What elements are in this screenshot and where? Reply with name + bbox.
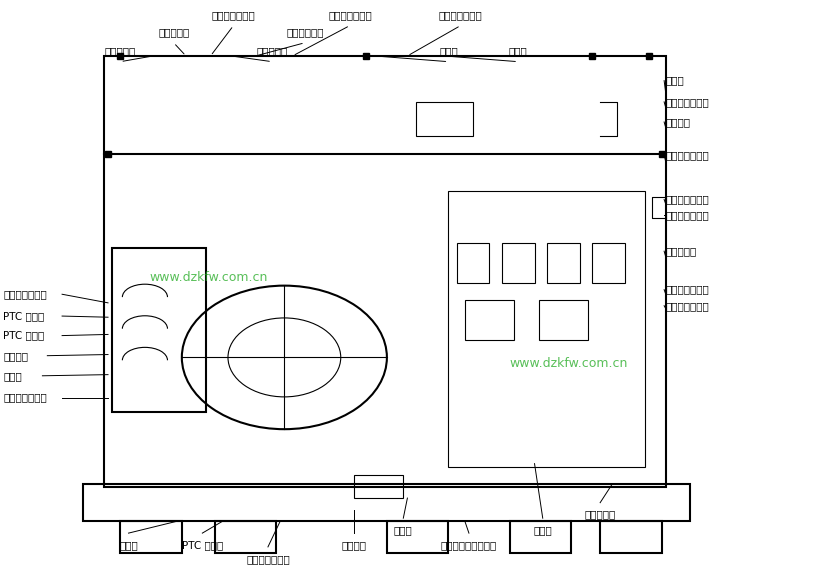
Text: 门控开关串联引接线: 门控开关串联引接线 xyxy=(441,540,497,550)
Text: 电线护套圈: 电线护套圈 xyxy=(666,246,697,256)
Bar xyxy=(104,56,666,486)
Text: PTC 前支架: PTC 前支架 xyxy=(3,311,44,321)
Text: 接风盒: 接风盒 xyxy=(119,540,138,550)
Text: 烘干引接线组件: 烘干引接线组件 xyxy=(439,10,482,20)
Text: PTC 加热器: PTC 加热器 xyxy=(3,331,44,340)
Bar xyxy=(416,102,473,136)
Text: 外锯齿锁紧垫圈: 外锯齿锁紧垫圈 xyxy=(666,210,709,220)
Text: www.dzkfw.com.cn: www.dzkfw.com.cn xyxy=(510,357,628,370)
Bar xyxy=(354,475,403,498)
Text: www.dzkfw.com.cn: www.dzkfw.com.cn xyxy=(149,271,267,283)
Bar xyxy=(465,300,514,340)
Bar xyxy=(538,300,588,340)
Text: 变压器: 变压器 xyxy=(439,46,458,56)
Bar xyxy=(457,242,490,283)
Text: 十字槽盘头螺钉: 十字槽盘头螺钉 xyxy=(666,194,709,204)
Bar xyxy=(112,248,207,412)
Bar xyxy=(502,242,534,283)
Text: 风机垃脚: 风机垃脚 xyxy=(342,540,366,550)
Text: 温控器: 温控器 xyxy=(3,371,21,381)
Text: 电子门锁引接线: 电子门锁引接线 xyxy=(666,301,709,311)
Bar xyxy=(387,521,449,553)
Text: 烘干回路线组件: 烘干回路线组件 xyxy=(3,289,47,299)
Text: 左右灯座引接线: 左右灯座引接线 xyxy=(212,10,255,20)
Bar xyxy=(592,242,625,283)
Text: 十字槽盘头螺钉: 十字槽盘头螺钉 xyxy=(666,149,709,160)
Text: 辉光启动器座: 辉光启动器座 xyxy=(286,27,323,37)
Bar xyxy=(600,521,662,553)
Text: PTC 后支架: PTC 后支架 xyxy=(182,540,223,550)
Text: 后盖板: 后盖板 xyxy=(509,46,528,56)
Text: 飞机支撑脚: 飞机支撑脚 xyxy=(584,509,616,519)
Text: 电源引线组急案: 电源引线组急案 xyxy=(666,284,709,295)
Text: 辉光启动器: 辉光启动器 xyxy=(257,46,288,56)
Bar xyxy=(215,521,277,553)
Text: 保洁引接线组件: 保洁引接线组件 xyxy=(328,10,372,20)
Text: 缠绕护套管: 缠绕护套管 xyxy=(105,46,136,56)
Bar xyxy=(120,521,182,553)
Text: 电源板: 电源板 xyxy=(533,525,552,535)
Text: 十字槽盘头螺钉: 十字槽盘头螺钉 xyxy=(246,554,290,564)
Bar xyxy=(546,242,579,283)
Text: 电线护套圈: 电线护套圈 xyxy=(158,27,189,37)
Text: 接风盒盖: 接风盒盖 xyxy=(3,351,28,361)
Text: 电源线: 电源线 xyxy=(666,76,685,85)
Text: 接线端子: 接线端子 xyxy=(666,117,690,127)
Bar xyxy=(510,521,571,553)
Bar xyxy=(83,484,690,521)
Text: 电器罩定位支板: 电器罩定位支板 xyxy=(3,392,47,403)
Text: 十字槽沉头螺钉: 十字槽沉头螺钉 xyxy=(666,97,709,107)
Bar xyxy=(449,191,645,467)
Text: 镇流器: 镇流器 xyxy=(394,525,412,535)
